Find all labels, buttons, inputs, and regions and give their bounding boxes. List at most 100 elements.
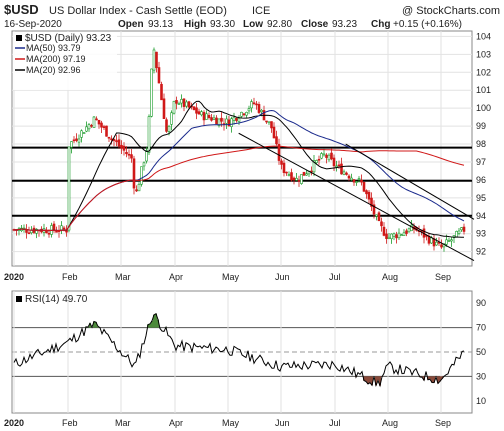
rsi-x-label: Apr (169, 418, 183, 428)
candle-body (392, 233, 396, 237)
candle-body (270, 121, 273, 129)
candle-body (240, 111, 243, 117)
candle-body (267, 121, 271, 124)
price-x-label: Feb (62, 272, 78, 282)
candle-body (120, 144, 123, 149)
rsi-x-label: Aug (382, 418, 398, 428)
watermark: @ StockCharts.com (402, 5, 500, 17)
candle-body (385, 233, 388, 239)
low-value: 92.80 (267, 19, 292, 30)
candle-body (380, 221, 383, 227)
candle-body (242, 113, 246, 116)
candle-body (285, 171, 288, 174)
support-resistance-lines (12, 146, 472, 217)
candle-body (277, 144, 281, 161)
candle-body (440, 244, 443, 248)
candle-body (47, 232, 51, 235)
candle-body (172, 101, 176, 114)
candle-body (232, 116, 236, 121)
candle-body (342, 171, 346, 175)
ma50-legend-label: MA(50) 93.79 (26, 43, 81, 53)
candle-body (235, 118, 238, 121)
price-tick-label: 102 (476, 67, 491, 77)
candle-body (25, 229, 28, 233)
candle-body (290, 172, 293, 181)
trend-channel-line (238, 132, 475, 262)
candle-body (247, 108, 251, 112)
candle-body (312, 160, 316, 173)
candle-body (382, 226, 386, 236)
rsi-panel-frame (11, 290, 473, 414)
candle-body (130, 154, 133, 159)
candle-body (117, 139, 121, 147)
price-legend: $USD (Daily) 93.23 MA(50) 93.79 MA(200) … (13, 32, 117, 90)
candle-body (345, 172, 348, 175)
candle-body (180, 99, 183, 104)
candle-body (215, 117, 218, 125)
candle-body (402, 232, 406, 236)
candle-body (397, 232, 401, 239)
candle-body (317, 158, 321, 161)
date-label: 16-Sep-2020 (4, 19, 62, 30)
price-tick-label: 103 (476, 49, 491, 59)
moving-average-lines (13, 100, 465, 238)
candle-body (367, 191, 371, 200)
candle-body (255, 103, 258, 106)
candle-body (287, 174, 291, 176)
candle-body (275, 136, 278, 145)
symbol-title: $USD (4, 2, 39, 17)
candle-body (272, 126, 276, 139)
candle-body (167, 126, 171, 132)
price-tick-label: 100 (476, 103, 491, 113)
rsi-x-axis: 2020 Feb Mar Apr May Jun Jul Aug Sep (4, 418, 451, 428)
open-label: Open (118, 19, 144, 30)
price-tick-label: 104 (476, 31, 491, 41)
ma200-line (13, 145, 465, 232)
candle-body (150, 68, 153, 117)
price-x-label: Mar (115, 272, 131, 282)
candle-body (195, 107, 198, 114)
candle-body (145, 150, 148, 162)
rsi-legend-label: RSI(14) 49.70 (25, 294, 88, 305)
trend-channel-lines (238, 132, 475, 262)
candle-body (115, 140, 118, 143)
price-x-label: Jul (329, 272, 341, 282)
candle-body (30, 230, 33, 234)
candle-body (447, 240, 451, 242)
rsi-x-label: Sep (435, 418, 451, 428)
candle-body (302, 171, 306, 176)
candle-body (327, 154, 331, 161)
candle-body (137, 183, 141, 192)
candle-body (175, 100, 178, 104)
candle-body (212, 117, 216, 120)
candle-body (87, 124, 91, 130)
candle-body (210, 117, 213, 121)
exchange-label: ICE (252, 5, 270, 17)
candle-body (140, 166, 143, 185)
candle-body (350, 177, 353, 181)
price-x-label: Apr (169, 272, 183, 282)
candle-body (62, 227, 66, 230)
candle-body (45, 229, 48, 234)
rsi-x-label: Jun (275, 418, 290, 428)
index-name: US Dollar Index - Cash Settle (EOD) (49, 5, 227, 17)
candle-body (27, 232, 31, 235)
candle-body (300, 174, 303, 184)
candle-body (445, 239, 448, 245)
candle-body (160, 83, 163, 101)
candle-body (142, 162, 146, 167)
candle-body (340, 163, 343, 175)
candle-body (395, 234, 398, 239)
candle-body (315, 160, 318, 163)
price-legend-bg (13, 32, 117, 90)
rsi-x-label: Mar (115, 418, 131, 428)
candle-body (325, 154, 328, 158)
candle-body (67, 146, 71, 231)
candle-body (372, 204, 376, 215)
candle-body (252, 102, 256, 105)
rsi-tick-label: 90 (476, 298, 486, 308)
candle-body (205, 113, 208, 120)
candle-body (80, 130, 83, 138)
candle-body (110, 138, 113, 141)
candle-body (170, 112, 173, 125)
